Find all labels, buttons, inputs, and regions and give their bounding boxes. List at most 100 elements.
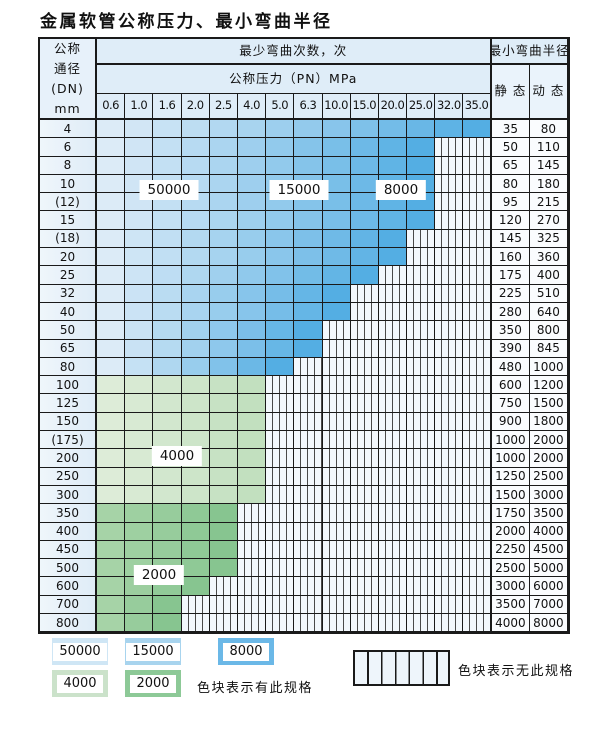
matrix-cell (209, 120, 238, 139)
matrix-cell-no-spec (350, 595, 379, 615)
matrix-cell (125, 412, 154, 432)
matrix-cell (266, 229, 295, 249)
matrix-cell-no-spec (407, 467, 436, 486)
matrix-cell (181, 248, 210, 267)
dn-cell: 25 (40, 266, 97, 285)
matrix-cell (237, 302, 267, 322)
matrix-cell (350, 193, 379, 212)
pressure-col-header: 25.0 (407, 94, 436, 120)
matrix-cell (97, 266, 126, 285)
matrix-cell (209, 522, 238, 541)
matrix-cell-no-spec (294, 559, 323, 578)
matrix-cell (322, 174, 351, 194)
dn-cell: 20 (40, 248, 97, 267)
matrix-cell (266, 138, 295, 157)
matrix-cell (97, 449, 126, 468)
dn-cell: 32 (40, 284, 97, 303)
static-value-cell: 3000 (491, 577, 531, 596)
matrix-cell-no-spec (435, 229, 464, 249)
matrix-cell-no-spec (294, 376, 323, 395)
matrix-cell (322, 211, 351, 230)
matrix-cell (237, 485, 267, 505)
matrix-cell (294, 284, 323, 303)
matrix-cell (153, 266, 182, 285)
matrix-cell-no-spec (407, 357, 436, 377)
page-title: 金属软管公称压力、最小弯曲半径 (40, 12, 333, 32)
matrix-cell (97, 193, 126, 212)
matrix-cell (125, 339, 154, 358)
dynamic-value-cell: 360 (530, 248, 568, 267)
static-value-cell: 175 (491, 266, 531, 285)
matrix-cell (153, 339, 182, 358)
matrix-cell-no-spec (435, 614, 464, 633)
matrix-cell-no-spec (463, 321, 492, 340)
matrix-cell-no-spec (435, 193, 464, 212)
matrix-cell (294, 266, 323, 285)
matrix-cell-no-spec (463, 229, 492, 249)
matrix-cell (322, 248, 351, 267)
matrix-cell (153, 540, 182, 560)
matrix-cell-no-spec (407, 302, 436, 322)
pressure-col-header: 32.0 (435, 94, 464, 120)
matrix-cell-no-spec (294, 357, 323, 377)
zone-label-4000: 4000 (151, 446, 203, 466)
matrix-cell-no-spec (294, 467, 323, 486)
matrix-cell (209, 321, 238, 340)
matrix-cell (97, 412, 126, 432)
matrix-cell (266, 248, 295, 267)
matrix-cell (97, 467, 126, 486)
matrix-cell (125, 540, 154, 560)
matrix-cell-no-spec (407, 577, 436, 596)
static-header: 静 态 (491, 65, 531, 120)
pressure-col-header: 10.0 (322, 94, 351, 120)
dn-cell: 450 (40, 540, 97, 560)
matrix-cell-no-spec (378, 284, 408, 303)
matrix-cell-no-spec (378, 540, 408, 560)
matrix-cell-no-spec (237, 559, 267, 578)
matrix-cell (153, 229, 182, 249)
legend-swatch-15000: 15000 (125, 638, 181, 665)
matrix-cell (266, 357, 295, 377)
matrix-cell-no-spec (266, 540, 295, 560)
matrix-cell-no-spec (237, 614, 267, 633)
matrix-cell-no-spec (322, 577, 351, 596)
static-value-cell: 2000 (491, 522, 531, 541)
static-value-cell: 1000 (491, 449, 531, 468)
matrix-cell (153, 394, 182, 413)
pressure-col-header: 15.0 (350, 94, 379, 120)
matrix-cell-no-spec (435, 559, 464, 578)
matrix-cell-no-spec (350, 577, 379, 596)
matrix-cell (266, 156, 295, 175)
matrix-cell (97, 394, 126, 413)
dynamic-value-cell: 6000 (530, 577, 568, 596)
dn-cell: 65 (40, 339, 97, 358)
matrix-cell-no-spec (435, 431, 464, 450)
matrix-cell (209, 559, 238, 578)
matrix-cell (322, 229, 351, 249)
dynamic-value-cell: 270 (530, 211, 568, 230)
matrix-cell (97, 522, 126, 541)
matrix-cell (237, 211, 267, 230)
dynamic-value-cell: 145 (530, 156, 568, 175)
matrix-cell (350, 248, 379, 267)
static-value-cell: 2250 (491, 540, 531, 560)
matrix-cell-no-spec (435, 485, 464, 505)
matrix-cell (322, 156, 351, 175)
matrix-cell (322, 138, 351, 157)
matrix-cell (378, 120, 408, 139)
matrix-cell-no-spec (322, 339, 351, 358)
matrix-cell-no-spec (378, 449, 408, 468)
matrix-cell (209, 540, 238, 560)
matrix-cell (97, 559, 126, 578)
matrix-cell (97, 376, 126, 395)
matrix-cell-no-spec (266, 504, 295, 523)
matrix-cell (209, 193, 238, 212)
matrix-cell (153, 321, 182, 340)
matrix-cell (153, 614, 182, 633)
matrix-cell-no-spec (407, 559, 436, 578)
dynamic-value-cell: 4500 (530, 540, 568, 560)
dn-cell: 125 (40, 394, 97, 413)
matrix-cell-no-spec (322, 321, 351, 340)
legend-swatch-label: 15000 (126, 642, 180, 661)
dn-cell: 200 (40, 449, 97, 468)
